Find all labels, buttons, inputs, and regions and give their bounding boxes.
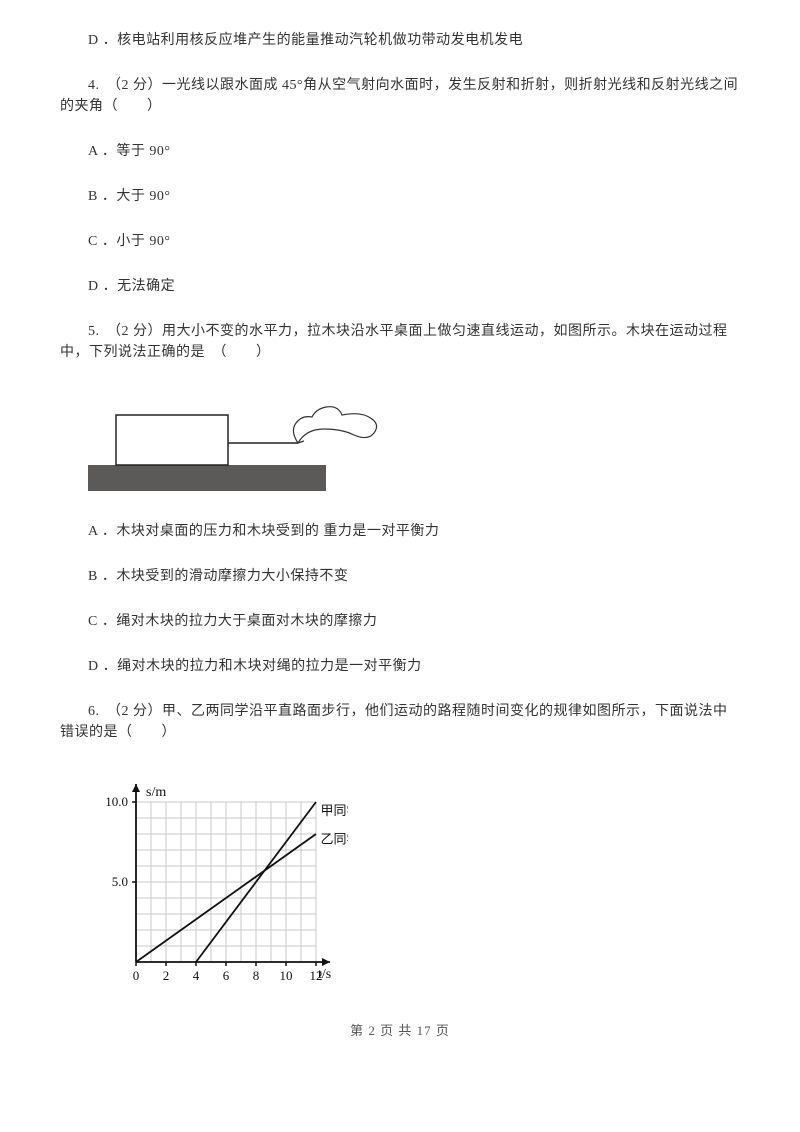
page-footer: 第 2 页 共 17 页: [60, 1021, 740, 1041]
svg-text:甲同学: 甲同学: [321, 803, 349, 818]
q5-option-a: A ．木块对桌面的压力和木块受到的 重力是一对平衡力: [60, 521, 740, 542]
svg-text:5.0: 5.0: [112, 874, 128, 889]
q6-figure: s/mt/s5.010.0024681012甲同学乙同学: [88, 767, 740, 997]
q5-option-c: C ．绳对木块的拉力大于桌面对木块的摩擦力: [60, 611, 740, 632]
svg-text:0: 0: [133, 968, 140, 983]
q6-stem: 6. （2 分）甲、乙两同学沿平直路面步行，他们运动的路程随时间变化的规律如图所…: [60, 701, 740, 743]
svg-text:8: 8: [253, 968, 260, 983]
q5-stem: 5. （2 分）用大小不变的水平力，拉木块沿水平桌面上做匀速直线运动，如图所示。…: [60, 321, 740, 363]
q4-option-a: A ．等于 90°: [60, 141, 740, 162]
svg-text:4: 4: [193, 968, 200, 983]
svg-text:6: 6: [223, 968, 230, 983]
q5-figure: [88, 387, 740, 497]
q4-stem: 4. （2 分）一光线以跟水面成 45°角从空气射向水面时，发生反射和折射，则折…: [60, 75, 740, 117]
q5-figure-svg: [88, 387, 388, 497]
svg-text:10: 10: [280, 968, 293, 983]
q5-option-b: B ．木块受到的滑动摩擦力大小保持不变: [60, 566, 740, 587]
q6-chart-svg: s/mt/s5.010.0024681012甲同学乙同学: [88, 767, 348, 997]
svg-text:2: 2: [163, 968, 170, 983]
q4-option-c: C ．小于 90°: [60, 231, 740, 252]
svg-text:s/m: s/m: [146, 785, 166, 800]
q4-option-d: D ．无法确定: [60, 276, 740, 297]
svg-text:乙同学: 乙同学: [321, 832, 349, 847]
q3-option-d: D ．核电站利用核反应堆产生的能量推动汽轮机做功带动发电机发电: [60, 30, 740, 51]
svg-text:10.0: 10.0: [105, 794, 128, 809]
q5-option-d: D ．绳对木块的拉力和木块对绳的拉力是一对平衡力: [60, 656, 740, 677]
q4-option-b: B ．大于 90°: [60, 186, 740, 207]
svg-text:12: 12: [310, 968, 323, 983]
